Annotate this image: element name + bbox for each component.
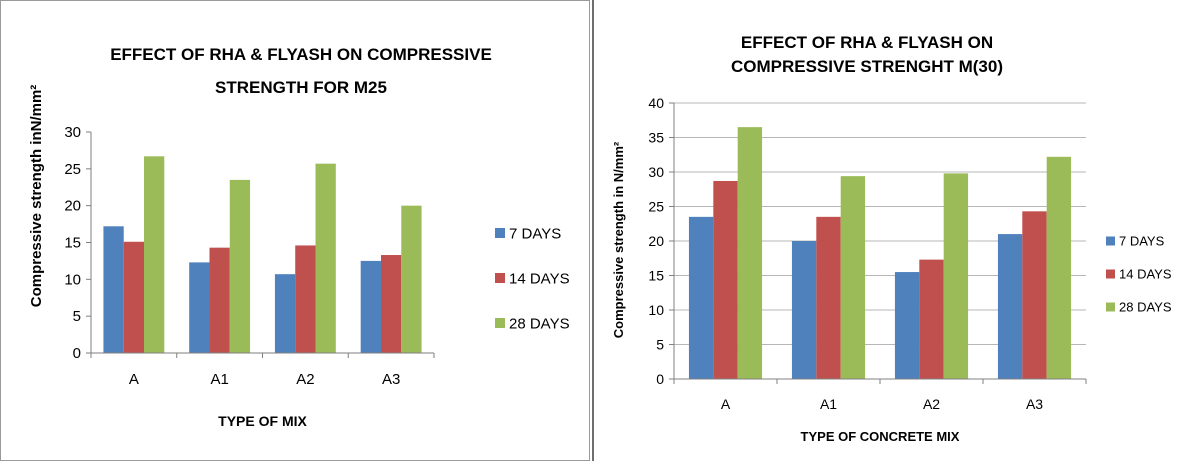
y-tick-label: 40 [648, 95, 664, 111]
y-tick-label: 5 [656, 337, 664, 353]
legend-label: 7 DAYS [509, 225, 561, 242]
bar-28-days-a2 [943, 173, 969, 379]
bar-28-days-a [737, 127, 763, 380]
legend-label: 7 DAYS [1119, 234, 1165, 249]
bar-14-days-a2 [295, 245, 316, 353]
chart-panel-m25: EFFECT OF RHA & FLYASH ON COMPRESSIVE STR… [0, 0, 590, 461]
legend-swatch [1106, 236, 1115, 246]
bar-14-days-a3 [1022, 211, 1047, 379]
bar-7-days-a [688, 216, 714, 379]
chart-title-line: EFFECT OF RHA & FLYASH ON COMPRESSIVE [110, 45, 492, 64]
x-axis-title: TYPE OF MIX [218, 413, 307, 429]
legend-label: 14 DAYS [1119, 267, 1172, 282]
chart-title-line: COMPRESSIVE STRENGHT M(30) [731, 57, 1003, 76]
legend-swatch [495, 228, 505, 238]
y-tick-label: 15 [648, 268, 664, 284]
legend-swatch [495, 273, 505, 283]
y-tick-label: 25 [64, 161, 81, 178]
chart-title-line: EFFECT OF RHA & FLYASH ON [741, 33, 993, 52]
x-axis-title: TYPE OF CONCRETE MIX [801, 429, 960, 444]
y-tick-label: 0 [73, 345, 81, 362]
chart-m25: EFFECT OF RHA & FLYASH ON COMPRESSIVE STR… [28, 45, 570, 429]
y-axis-title: Compressive strength inN/mm² [28, 85, 45, 308]
bar-14-days-a1 [209, 247, 230, 353]
y-tick-label: 35 [648, 130, 664, 146]
y-tick-label: 0 [656, 371, 664, 387]
bar-14-days-a3 [380, 255, 402, 353]
bar-7-days-a1 [189, 262, 210, 353]
bar-7-days-a2 [894, 272, 920, 379]
bar-7-days-a [103, 226, 124, 353]
bar-14-days-a2 [919, 259, 944, 379]
legend-swatch [1106, 302, 1115, 312]
bar-14-days-a [123, 241, 145, 353]
chart-m30: EFFECT OF RHA & FLYASH ON COMPRESSIVE STR… [611, 33, 1172, 444]
y-tick-label: 30 [64, 124, 81, 141]
y-tick-label: 10 [648, 302, 664, 318]
legend-label: 28 DAYS [509, 315, 570, 332]
legend-label: 28 DAYS [1119, 300, 1172, 315]
legend-swatch [1106, 269, 1115, 279]
bar-28-days-a2 [315, 163, 336, 353]
bar-28-days-a1 [840, 176, 866, 379]
bar-7-days-a1 [791, 241, 817, 379]
bar-28-days-a3 [1046, 156, 1072, 379]
bar-7-days-a2 [274, 274, 296, 353]
bar-14-days-a [713, 180, 738, 379]
y-tick-label: 5 [73, 308, 81, 325]
x-category-label: A [129, 371, 139, 388]
chart-panel-m30: EFFECT OF RHA & FLYASH ON COMPRESSIVE STR… [592, 0, 1186, 461]
y-tick-label: 25 [648, 199, 664, 215]
x-category-label: A [721, 396, 731, 412]
x-category-label: A2 [923, 396, 940, 412]
bar-28-days-a [144, 156, 165, 353]
bar-28-days-a3 [401, 205, 422, 353]
bar-14-days-a1 [816, 216, 841, 379]
y-tick-label: 30 [648, 164, 664, 180]
x-category-label: A1 [820, 396, 837, 412]
x-category-label: A2 [296, 371, 314, 388]
bar-28-days-a1 [229, 179, 251, 353]
y-axis-title: Compressive strength in N/mm² [611, 141, 626, 338]
x-category-label: A3 [1026, 396, 1043, 412]
chart-title-line: STRENGTH FOR M25 [215, 78, 387, 97]
x-category-label: A3 [382, 371, 400, 388]
legend-swatch [495, 318, 505, 328]
y-tick-label: 10 [64, 271, 81, 288]
x-category-label: A1 [210, 371, 228, 388]
y-tick-label: 20 [648, 233, 664, 249]
legend-label: 14 DAYS [509, 270, 570, 287]
y-tick-label: 15 [64, 235, 81, 252]
bar-7-days-a3 [360, 260, 381, 353]
y-tick-label: 20 [64, 198, 81, 215]
bar-7-days-a3 [997, 234, 1023, 379]
